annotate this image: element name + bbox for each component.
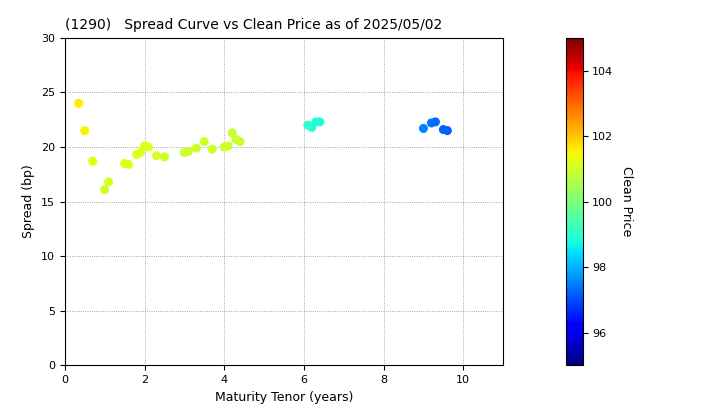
Point	[222, 142, 234, 149]
Point	[103, 178, 114, 185]
Point	[302, 122, 314, 129]
Point	[123, 161, 135, 168]
Point	[310, 118, 322, 125]
Point	[143, 144, 154, 150]
Point	[139, 142, 150, 149]
Point	[99, 186, 110, 193]
Point	[131, 151, 143, 158]
Point	[179, 149, 190, 156]
Point	[87, 158, 99, 165]
Point	[426, 120, 437, 126]
Point	[306, 124, 318, 131]
Point	[441, 127, 453, 134]
Point	[218, 144, 230, 150]
Point	[438, 126, 449, 133]
Point	[235, 138, 246, 145]
Point	[430, 118, 441, 125]
Y-axis label: Clean Price: Clean Price	[620, 166, 633, 237]
Point	[199, 138, 210, 145]
Point	[73, 100, 84, 107]
Point	[226, 129, 238, 136]
Point	[230, 136, 242, 143]
Point	[418, 125, 429, 132]
Point	[191, 145, 202, 152]
Point	[207, 146, 218, 152]
Y-axis label: Spread (bp): Spread (bp)	[22, 165, 35, 239]
Point	[158, 153, 170, 160]
Point	[119, 160, 130, 167]
Point	[79, 127, 91, 134]
Point	[135, 149, 146, 156]
Text: (1290)   Spread Curve vs Clean Price as of 2025/05/02: (1290) Spread Curve vs Clean Price as of…	[65, 18, 442, 32]
X-axis label: Maturity Tenor (years): Maturity Tenor (years)	[215, 391, 354, 404]
Point	[150, 152, 162, 159]
Point	[314, 118, 325, 125]
Point	[183, 148, 194, 155]
